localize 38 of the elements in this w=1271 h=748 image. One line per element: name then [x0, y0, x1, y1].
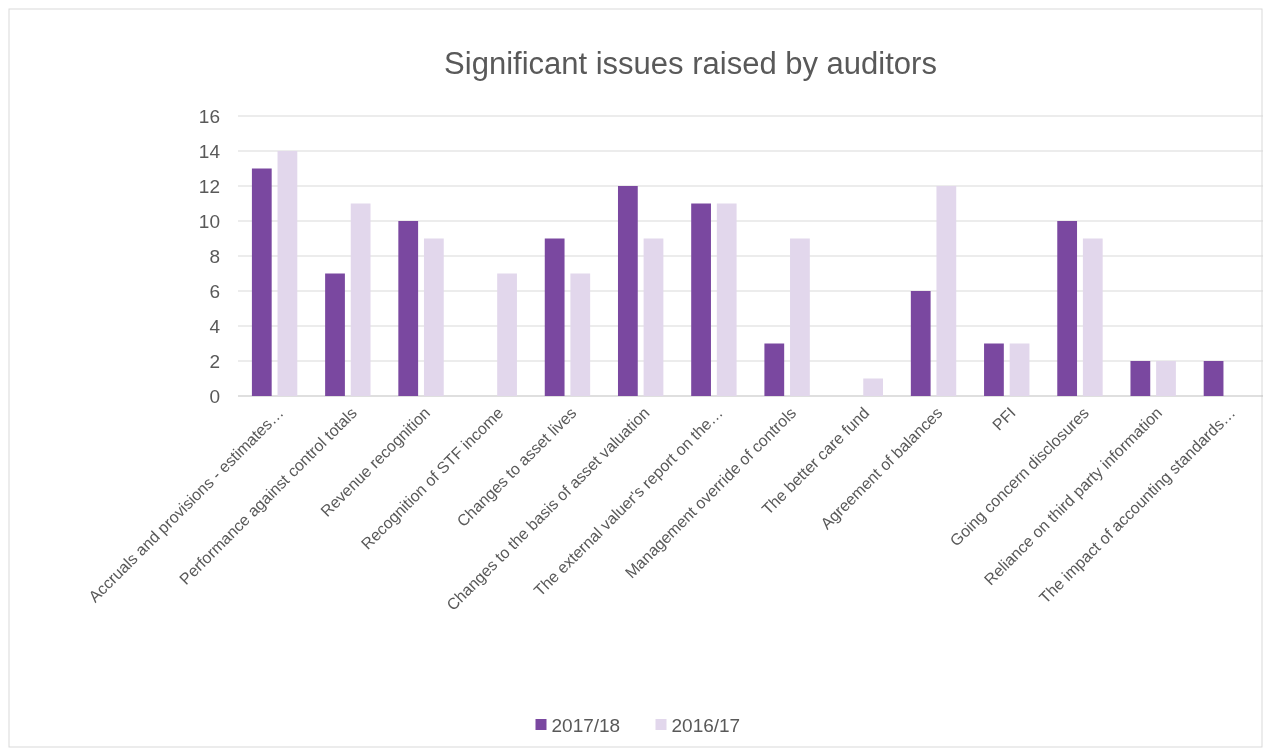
bar	[910, 291, 931, 396]
bar	[643, 238, 664, 396]
bar	[1082, 238, 1103, 396]
y-tick-label: 12	[198, 175, 220, 197]
bar	[423, 238, 444, 396]
bar	[350, 203, 371, 396]
bar	[277, 151, 298, 396]
y-tick-label: 16	[198, 105, 220, 127]
bar	[497, 273, 517, 396]
bar	[764, 343, 785, 396]
bar	[1130, 361, 1151, 396]
bar	[716, 203, 737, 396]
bar	[1203, 361, 1224, 396]
bar	[1057, 221, 1078, 396]
y-tick-label: 6	[209, 280, 220, 302]
bar	[863, 378, 884, 396]
bar	[691, 203, 711, 396]
y-tick-label: 2	[209, 350, 220, 372]
bar	[790, 238, 810, 396]
bar	[1009, 343, 1030, 396]
y-tick-label: 10	[198, 210, 220, 232]
legend-label: 2017/18	[551, 714, 621, 736]
bar	[570, 273, 591, 396]
chart-title: Significant issues raised by auditors	[444, 46, 937, 81]
bar	[251, 168, 272, 396]
bar	[325, 273, 345, 396]
bar	[936, 186, 957, 396]
bar	[984, 343, 1004, 396]
y-tick-label: 4	[209, 315, 221, 337]
bar	[544, 238, 565, 396]
legend-label: 2016/17	[671, 714, 741, 736]
bar	[1156, 361, 1176, 396]
bar	[398, 221, 419, 396]
y-tick-label: 0	[209, 385, 220, 407]
bar	[617, 186, 638, 396]
y-tick-label: 14	[198, 140, 221, 162]
x-tick-label: PFI	[989, 404, 1019, 434]
y-tick-label: 8	[209, 245, 220, 267]
